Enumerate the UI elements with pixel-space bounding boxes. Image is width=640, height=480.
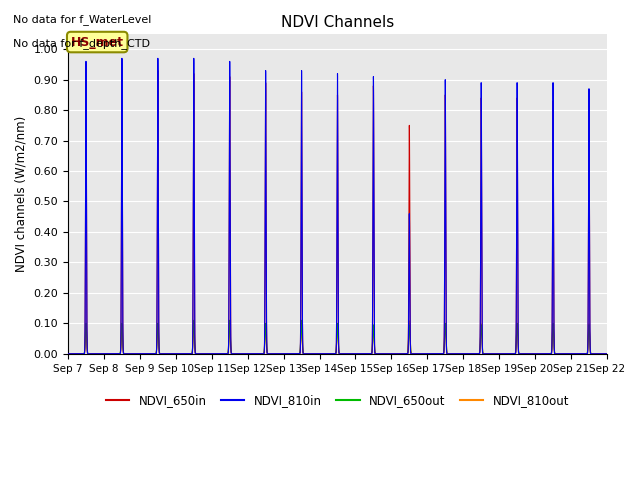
Title: NDVI Channels: NDVI Channels [281, 15, 394, 30]
Text: No data for f_depth_CTD: No data for f_depth_CTD [13, 38, 150, 49]
Text: No data for f_WaterLevel: No data for f_WaterLevel [13, 14, 151, 25]
Text: HS_met: HS_met [71, 36, 124, 48]
Y-axis label: NDVI channels (W/m2/nm): NDVI channels (W/m2/nm) [15, 116, 28, 272]
Legend: NDVI_650in, NDVI_810in, NDVI_650out, NDVI_810out: NDVI_650in, NDVI_810in, NDVI_650out, NDV… [101, 389, 574, 412]
